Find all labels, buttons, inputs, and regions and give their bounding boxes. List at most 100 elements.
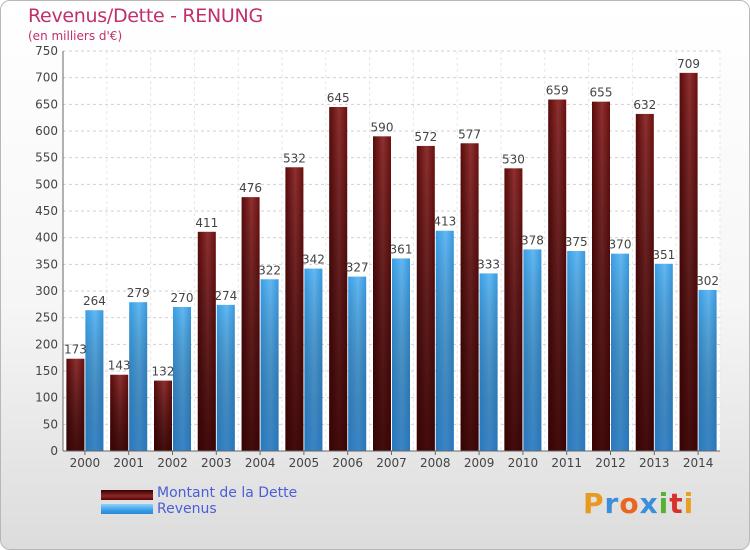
bar-dette-shade [679, 72, 698, 451]
chart-subtitle: (en milliers d'€) [28, 29, 123, 43]
bar-revenus-shade [698, 289, 717, 451]
x-tick-label: 2003 [201, 456, 232, 470]
data-label-revenus: 264 [83, 294, 106, 308]
y-tick-label: 400 [35, 231, 58, 245]
y-tick-label: 500 [35, 177, 58, 191]
bar-dette-shade [373, 136, 391, 452]
y-tick-label: 200 [35, 337, 58, 351]
legend-label-dette: Montant de la Dette [157, 485, 298, 501]
bar-revenus-shade [304, 268, 323, 451]
bar-dette-shade [66, 358, 85, 451]
data-label-dette: 659 [546, 84, 569, 98]
y-tick-label: 50 [43, 417, 58, 431]
data-label-dette: 532 [283, 151, 306, 165]
y-tick-label: 550 [35, 151, 58, 165]
x-tick-label: 2014 [683, 456, 714, 470]
bar-revenus-shade [392, 258, 410, 451]
logo-letter: r [604, 487, 620, 520]
y-tick-label: 700 [35, 71, 58, 85]
data-label-dette: 476 [239, 181, 262, 195]
data-label-revenus: 361 [390, 242, 413, 256]
data-label-revenus: 370 [609, 238, 632, 252]
bar-dette-shade [460, 143, 479, 451]
bar-revenus-shade [479, 273, 498, 451]
data-label-revenus: 378 [521, 233, 544, 247]
data-label-dette: 572 [414, 130, 437, 144]
legend-label-revenus: Revenus [157, 501, 217, 517]
x-tick-label: 2007 [376, 456, 407, 470]
bar-revenus-shade [654, 263, 673, 451]
bar-dette-shade [416, 145, 435, 451]
bar-revenus-shade [435, 230, 454, 451]
x-tick-label: 2011 [551, 456, 582, 470]
data-label-dette: 709 [677, 57, 700, 71]
y-tick-label: 100 [35, 391, 58, 405]
bar-revenus-shade [348, 276, 367, 451]
data-label-revenus: 413 [433, 215, 456, 229]
bar-dette-shade [635, 113, 654, 451]
x-tick-label: 2006 [332, 456, 363, 470]
x-tick-label: 2002 [157, 456, 188, 470]
logo-letter: P [583, 487, 605, 520]
legend-swatch-revenus [101, 504, 153, 514]
bar-revenus-shade [173, 307, 191, 451]
x-tick-label: 2013 [639, 456, 670, 470]
y-tick-label: 0 [50, 444, 58, 458]
proxiti-logo: Proxiti [583, 487, 694, 520]
bar-dette-shade [592, 101, 610, 452]
logo-letter: x [639, 487, 659, 520]
data-label-dette: 655 [590, 86, 613, 100]
data-label-dette: 143 [108, 359, 131, 373]
bar-revenus-shade [85, 310, 104, 451]
y-tick-label: 150 [35, 364, 58, 378]
bar-revenus-shade [216, 304, 235, 451]
y-tick-label: 750 [35, 44, 58, 58]
data-label-dette: 645 [327, 91, 350, 105]
bar-revenus-shade [129, 302, 148, 451]
bar-dette-shade [197, 231, 216, 451]
bar-dette-shade [110, 374, 129, 451]
data-label-revenus: 279 [127, 286, 150, 300]
data-label-revenus: 270 [171, 291, 194, 305]
x-tick-label: 2010 [508, 456, 539, 470]
data-label-dette: 411 [195, 216, 218, 230]
bar-dette-shade [285, 167, 304, 451]
y-tick-label: 450 [35, 204, 58, 218]
data-label-dette: 132 [152, 365, 175, 379]
logo-letter: t [669, 487, 684, 520]
data-label-revenus: 302 [696, 274, 719, 288]
legend-swatch-dette [101, 490, 153, 500]
data-label-revenus: 322 [258, 263, 281, 277]
bar-dette-shade [504, 168, 523, 452]
data-label-dette: 577 [458, 127, 481, 141]
data-label-dette: 590 [371, 120, 394, 134]
x-tick-label: 2001 [113, 456, 144, 470]
bar-dette-shade [154, 380, 172, 451]
logo-letter: o [619, 487, 640, 520]
bar-dette-shade [329, 107, 348, 451]
bar-dette-shade [241, 197, 260, 451]
data-label-revenus: 351 [652, 248, 675, 262]
x-tick-label: 2004 [245, 456, 276, 470]
data-label-dette: 632 [633, 98, 656, 112]
y-tick-label: 300 [35, 284, 58, 298]
data-label-revenus: 342 [302, 253, 325, 267]
data-label-dette: 173 [64, 343, 87, 357]
data-label-revenus: 333 [477, 257, 500, 271]
logo-letter: i [683, 487, 695, 520]
bar-revenus-shade [260, 279, 279, 451]
bar-dette-shade [548, 99, 567, 452]
bar-revenus-shade [567, 251, 586, 451]
logo-letter: i [658, 487, 670, 520]
x-tick-label: 2012 [595, 456, 626, 470]
bar-revenus-shade [611, 253, 629, 451]
x-tick-label: 2000 [70, 456, 101, 470]
data-label-revenus: 375 [565, 235, 588, 249]
data-label-revenus: 327 [346, 261, 369, 275]
y-tick-label: 650 [35, 97, 58, 111]
x-tick-label: 2008 [420, 456, 451, 470]
plot-area [63, 51, 720, 451]
x-tick-label: 2005 [289, 456, 320, 470]
